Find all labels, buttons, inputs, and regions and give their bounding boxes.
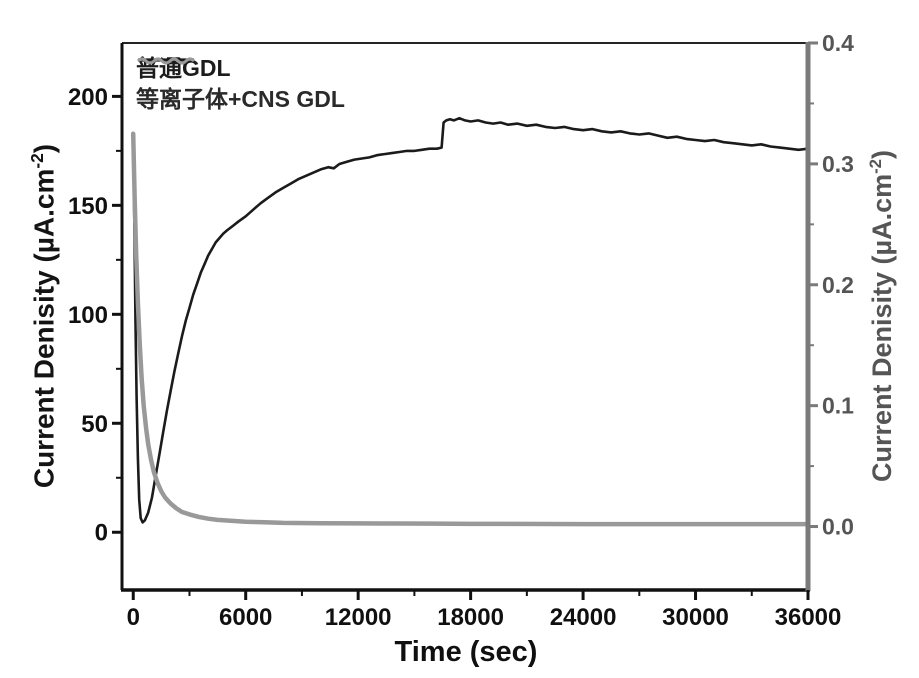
x-axis-tick-label: 0 <box>127 604 140 631</box>
left-axis-title-sup: -2 <box>27 153 47 169</box>
legend-label-plasma-cns-gdl: 等离子体+CNS GDL <box>136 86 345 112</box>
left-axis-title-text: Current Denisity (µA.cm <box>28 168 60 489</box>
legend-line-wavy-icon <box>136 57 196 65</box>
right-axis-title-close: ) <box>867 150 897 159</box>
right-axis-tick-label: 0.4 <box>822 30 854 56</box>
right-axis-title-sup: -2 <box>866 159 885 174</box>
right-axis-tick-label: 0.3 <box>822 151 854 177</box>
legend-line-solid-icon <box>138 58 194 62</box>
left-axis-title-close: ) <box>28 143 60 154</box>
right-axis-title: Current Denisity (µA.cm-2) <box>866 36 906 596</box>
right-axis-tick-label: 0.1 <box>822 393 854 419</box>
series-line-1 <box>130 131 808 527</box>
x-axis-tick-label: 24000 <box>550 604 617 631</box>
x-axis-tick-label: 12000 <box>325 604 392 631</box>
right-axis-title-text: Current Denisity (µA.cm <box>867 173 897 483</box>
x-axis-title: Time (sec) <box>394 636 538 668</box>
legend-item-plasma-cns-gdl: 等离子体+CNS GDL <box>136 57 345 112</box>
left-axis-tick-label: 150 <box>68 193 108 220</box>
left-axis-tick-label: 0 <box>95 520 108 547</box>
legend: 普通GDL 等离子体+CNS GDL <box>136 53 345 112</box>
right-axis-tick-label: 0.2 <box>822 272 854 298</box>
x-axis-tick-label: 36000 <box>775 604 842 631</box>
left-axis-tick-label: 200 <box>68 84 108 111</box>
series-line-0 <box>131 116 808 524</box>
left-axis-title: Current Denisity (µA.cm-2) <box>27 36 67 596</box>
left-axis-tick-label: 100 <box>68 302 108 329</box>
left-axis-tick-label: 50 <box>81 411 108 438</box>
right-axis-tick-label: 0.0 <box>822 514 854 540</box>
x-axis-tick-label: 6000 <box>219 604 272 631</box>
series-group <box>130 116 808 527</box>
x-axis-tick-label: 18000 <box>437 604 504 631</box>
x-axis-tick-label: 30000 <box>662 604 729 631</box>
legend-item-ordinary-gdl: 普通GDL <box>136 53 345 81</box>
